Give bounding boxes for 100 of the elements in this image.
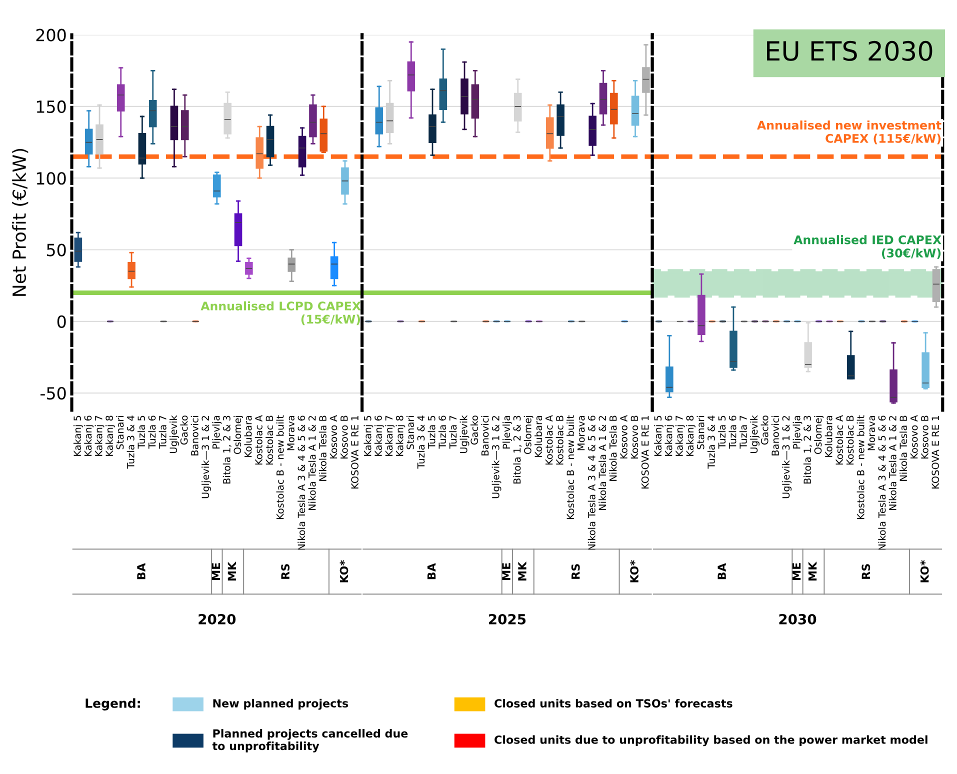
category-label: Closed units based on TSOs' forecasts xyxy=(494,698,732,708)
category-label: Closed units due to unprofitability based on the power market model xyxy=(494,735,928,746)
x-axis-title: 2020 xyxy=(198,614,236,624)
x-tick-label: Tuzla 6 xyxy=(148,416,156,449)
text: ME xyxy=(212,563,220,580)
x-tick-label: Ugljevik—3 1 & 2 xyxy=(782,416,792,498)
x-tick-label: Tuzla 7 xyxy=(739,416,747,449)
text: MK xyxy=(518,561,526,580)
text: ME xyxy=(792,563,801,580)
x-tick-label: Bitola 1, 2 & 3 xyxy=(803,416,812,484)
x-tick-label: Nikola Tesla A 1 & 2 xyxy=(598,416,606,510)
x-tick-label: Bitola 1, 2 & 3 xyxy=(513,416,522,484)
x-tick-label: Kostolac B xyxy=(846,416,854,465)
x-tick-label: Nikola Tesla A 1 & 2 xyxy=(308,416,316,510)
text: MK xyxy=(808,561,817,580)
y-tick-label: 0 xyxy=(57,315,66,328)
x-tick-label: Kakanj 5 xyxy=(364,416,374,456)
x-tick-label: Pljevlja xyxy=(792,416,802,448)
x-tick-label: Kakanj 7 xyxy=(675,416,685,456)
text: RS xyxy=(862,564,870,579)
x-tick-label: Kakanj 8 xyxy=(105,416,115,456)
x-tick-label: Ugljevik xyxy=(750,415,760,453)
x-tick-label: Banovici xyxy=(481,416,489,456)
x-tick-label: Stanari xyxy=(696,416,704,450)
x-tick-label: Tuzla 7 xyxy=(449,416,457,449)
x-tick-label: Kostolac B - new built xyxy=(566,415,574,519)
x-tick-label: Ugljevik—3 1 & 2 xyxy=(492,416,502,498)
x-tick-label: Kakanj 5 xyxy=(654,416,664,456)
x-tick-label: Nikola Tesla A 3 & 4 & 5 & 6 xyxy=(878,416,886,550)
x-tick-label: Ugljevik xyxy=(170,415,179,453)
x-tick-label: Kakanj 7 xyxy=(94,416,104,456)
category-label: New planned projects xyxy=(213,698,348,710)
x-tick-label: Kakanj 8 xyxy=(686,416,696,456)
x-tick-label: Kakanj 6 xyxy=(374,416,384,456)
x-tick-label: Kosovo B xyxy=(921,416,928,458)
category-label: Planned projects cancelled due to unprofitability xyxy=(212,729,408,752)
x-tick-label: Tuzla 3 & 4 xyxy=(126,416,134,469)
x-tick-label: Pljevlja xyxy=(212,416,222,448)
x-tick-label: Tuzla 5 xyxy=(138,416,146,449)
chart-title: EU ETS 2030 xyxy=(767,40,932,61)
x-tick-label: Kakanj 5 xyxy=(73,416,83,456)
x-tick-label: Kostolac B - new built xyxy=(856,415,864,519)
text: MK xyxy=(228,561,236,580)
x-tick-label: Pljevlja xyxy=(502,416,512,448)
x-tick-label: Stanari xyxy=(406,416,414,450)
y-axis-title: Net Profit (€/kW) xyxy=(12,148,28,296)
text: Legend: xyxy=(86,698,140,710)
y-tick-label: -50 xyxy=(40,386,66,400)
x-tick-label: Nikola Tesla B xyxy=(609,416,617,481)
band-label: Annualised IED CAPEX (30€/kW) xyxy=(794,235,942,259)
text: ME xyxy=(502,563,510,580)
x-tick-label: Nikola Tesla B xyxy=(900,416,908,481)
text: RS xyxy=(281,564,290,579)
x-tick-label: Kakanj 7 xyxy=(385,416,395,456)
y-tick-label: 50 xyxy=(46,244,66,256)
x-tick-label: Gacko xyxy=(180,416,188,445)
x-tick-label: Ugljevik xyxy=(460,415,470,453)
x-tick-label: Kostolac A xyxy=(835,415,844,465)
x-tick-label: Kakanj 8 xyxy=(396,416,406,456)
text: KO* xyxy=(630,560,639,582)
x-tick-label: KOSOVA E RE 1 xyxy=(932,416,940,488)
x-tick-label: Tuzla 3 & 4 xyxy=(417,416,425,469)
x-tick-label: Nikola Tesla A 1 & 2 xyxy=(888,416,896,510)
x-tick-label: Oslomej xyxy=(524,416,534,454)
x-tick-label: Bitola 1, 2 & 3 xyxy=(222,416,232,484)
x-tick-label: Tuzla 6 xyxy=(438,416,446,449)
text: BA xyxy=(427,563,436,580)
y-tick-label: 150 xyxy=(36,100,66,114)
x-axis-title: 2030 xyxy=(779,614,816,624)
text: BA xyxy=(137,563,146,580)
x-tick-label: Banovici xyxy=(771,416,779,456)
x-tick-label: Kostolac A xyxy=(545,415,553,465)
x-tick-label: Kosovo B xyxy=(630,416,638,458)
x-tick-label: Oslomej xyxy=(234,416,243,454)
x-tick-label: Nikola Tesla A 3 & 4 & 5 & 6 xyxy=(298,416,306,550)
x-tick-label: Kolubara xyxy=(534,416,542,457)
x-tick-label: Kosovo A xyxy=(910,415,918,458)
y-tick-label: 200 xyxy=(36,28,66,42)
x-tick-label: Banovici xyxy=(190,416,198,456)
x-tick-label: Oslomej xyxy=(814,416,824,454)
x-tick-label: Kakanj 6 xyxy=(664,416,674,456)
y-tick-label: 100 xyxy=(36,172,66,185)
text: RS xyxy=(571,564,580,579)
text: KO* xyxy=(920,560,929,582)
x-tick-label: Kolubara xyxy=(244,416,252,457)
x-tick-label: Tuzla 6 xyxy=(728,416,736,449)
text: KO* xyxy=(340,560,348,582)
x-tick-label: Tuzla 3 & 4 xyxy=(707,416,715,469)
x-tick-label: Kostolac B - new built xyxy=(276,415,284,519)
ref-line-label: Annualised new investment CAPEX (115€/kW) xyxy=(757,120,942,144)
x-tick-label: Kostolac B xyxy=(266,416,274,465)
x-tick-label: Stanari xyxy=(116,416,124,450)
x-tick-label: Tuzla 7 xyxy=(158,416,166,449)
x-axis-title: 2025 xyxy=(488,614,526,624)
x-tick-label: Kolubara xyxy=(824,416,832,457)
x-tick-label: Kosovo B xyxy=(340,416,348,458)
text: BA xyxy=(718,563,726,580)
x-tick-label: Kakanj 6 xyxy=(84,416,94,456)
x-tick-label: Kosovo A xyxy=(620,415,628,458)
x-tick-label: Morava xyxy=(578,416,585,450)
